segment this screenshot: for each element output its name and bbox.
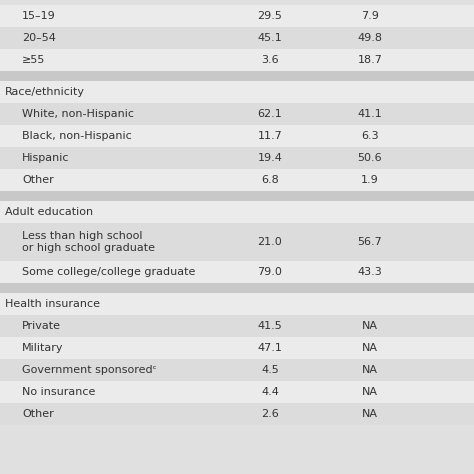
Bar bbox=[0, 71, 474, 81]
Text: Race/ethnicity: Race/ethnicity bbox=[5, 87, 85, 97]
Text: 15–19: 15–19 bbox=[22, 11, 56, 21]
Text: Health insurance: Health insurance bbox=[5, 299, 100, 309]
Bar bbox=[0, 381, 474, 403]
Bar bbox=[0, 283, 474, 293]
Text: Hispanic: Hispanic bbox=[22, 153, 70, 163]
Text: NA: NA bbox=[362, 387, 378, 397]
Text: 45.1: 45.1 bbox=[258, 33, 283, 43]
Text: NA: NA bbox=[362, 343, 378, 353]
Text: NA: NA bbox=[362, 409, 378, 419]
Text: 2.6: 2.6 bbox=[261, 409, 279, 419]
Bar bbox=[0, 27, 474, 49]
Text: 21.0: 21.0 bbox=[258, 237, 283, 247]
Bar bbox=[0, 169, 474, 191]
Text: 43.3: 43.3 bbox=[357, 267, 383, 277]
Text: Other: Other bbox=[22, 175, 54, 185]
Text: Other: Other bbox=[22, 409, 54, 419]
Text: 6.3: 6.3 bbox=[361, 131, 379, 141]
Text: 3.6: 3.6 bbox=[261, 55, 279, 65]
Bar bbox=[0, 223, 474, 261]
Text: No insurance: No insurance bbox=[22, 387, 95, 397]
Bar bbox=[0, 125, 474, 147]
Text: 50.6: 50.6 bbox=[358, 153, 383, 163]
Text: 56.7: 56.7 bbox=[357, 237, 383, 247]
Text: 19.4: 19.4 bbox=[257, 153, 283, 163]
Text: 79.0: 79.0 bbox=[257, 267, 283, 277]
Text: 62.1: 62.1 bbox=[258, 109, 283, 119]
Text: 4.5: 4.5 bbox=[261, 365, 279, 375]
Bar bbox=[0, 359, 474, 381]
Bar bbox=[0, 425, 474, 474]
Text: 20–54: 20–54 bbox=[22, 33, 56, 43]
Text: NA: NA bbox=[362, 365, 378, 375]
Bar bbox=[0, 103, 474, 125]
Bar bbox=[0, 147, 474, 169]
Text: Private: Private bbox=[22, 321, 61, 331]
Bar bbox=[0, 315, 474, 337]
Text: 41.5: 41.5 bbox=[258, 321, 283, 331]
Text: Adult education: Adult education bbox=[5, 207, 93, 217]
Text: Government sponsoredᶜ: Government sponsoredᶜ bbox=[22, 365, 157, 375]
Text: 4.4: 4.4 bbox=[261, 387, 279, 397]
Bar bbox=[0, 337, 474, 359]
Text: Less than high school
or high school graduate: Less than high school or high school gra… bbox=[22, 230, 155, 254]
Bar bbox=[0, 293, 474, 315]
Text: 29.5: 29.5 bbox=[257, 11, 283, 21]
Text: 1.9: 1.9 bbox=[361, 175, 379, 185]
Text: 7.9: 7.9 bbox=[361, 11, 379, 21]
Text: NA: NA bbox=[362, 321, 378, 331]
Bar bbox=[0, 201, 474, 223]
Bar bbox=[0, 191, 474, 201]
Text: 41.1: 41.1 bbox=[357, 109, 383, 119]
Bar bbox=[0, 403, 474, 425]
Text: 49.8: 49.8 bbox=[357, 33, 383, 43]
Text: 11.7: 11.7 bbox=[258, 131, 283, 141]
Bar bbox=[0, 5, 474, 27]
Bar bbox=[0, 81, 474, 103]
Text: 18.7: 18.7 bbox=[357, 55, 383, 65]
Text: 6.8: 6.8 bbox=[261, 175, 279, 185]
Text: Some college/college graduate: Some college/college graduate bbox=[22, 267, 195, 277]
Text: Military: Military bbox=[22, 343, 64, 353]
Text: White, non-Hispanic: White, non-Hispanic bbox=[22, 109, 134, 119]
Text: Black, non-Hispanic: Black, non-Hispanic bbox=[22, 131, 132, 141]
Bar bbox=[0, 261, 474, 283]
Text: ≥55: ≥55 bbox=[22, 55, 46, 65]
Text: 47.1: 47.1 bbox=[257, 343, 283, 353]
Bar bbox=[0, 49, 474, 71]
